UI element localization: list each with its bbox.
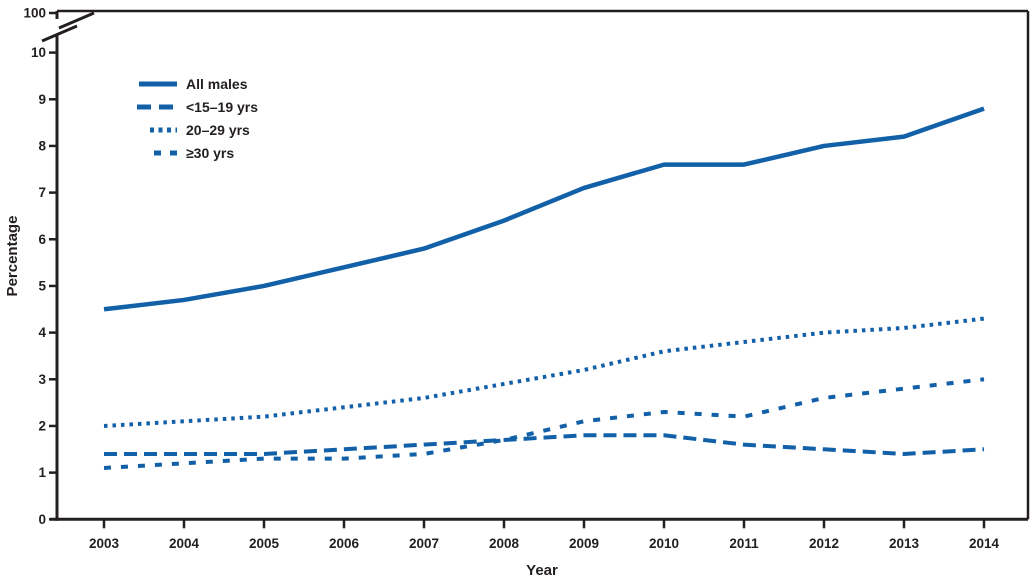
series-line-short-dash (103, 377, 985, 470)
y-tick-label: 0 (38, 512, 46, 527)
x-tick-label: 2012 (809, 536, 839, 551)
legend: All males <15–19 yrs 20–29 yrs ≥30 yrs (135, 72, 258, 164)
legend-item: ≥30 yrs (135, 141, 258, 164)
series-line-long-dash (104, 433, 985, 456)
x-tick-label: 2003 (89, 536, 120, 551)
legend-swatch-solid-line (135, 81, 177, 87)
x-tick-label: 2004 (169, 536, 200, 551)
legend-item: <15–19 yrs (135, 95, 258, 118)
y-tick-label: 2 (38, 418, 46, 433)
y-axis-title: Percentage (4, 215, 21, 297)
legend-swatch-dot-line (135, 127, 177, 133)
x-tick-label: 2006 (329, 536, 360, 551)
legend-line-icon (137, 104, 177, 109)
y-tick-label: 1 (38, 465, 46, 480)
x-tick-label: 2014 (969, 536, 1000, 551)
x-tick-label: 2011 (729, 536, 759, 551)
legend-item: All males (135, 72, 258, 95)
axis-break-slash (41, 24, 78, 43)
x-tick-label: 2008 (489, 536, 520, 551)
series-line-solid (103, 106, 985, 312)
y-tick-label: 7 (38, 185, 46, 200)
legend-line-icon (139, 81, 177, 86)
y-tick-label: 4 (38, 325, 46, 340)
x-tick-label: 2007 (409, 536, 439, 551)
axis-break-slash (58, 11, 95, 30)
y-tick-label: 6 (38, 232, 46, 247)
x-tick-label: 2013 (889, 536, 920, 551)
y-tick-label: 5 (38, 278, 46, 293)
y-tick-label: 3 (38, 372, 46, 387)
y-tick-label: 8 (38, 138, 46, 153)
y-tick-label: 9 (38, 92, 46, 107)
y-tick-label: 100 (23, 6, 46, 21)
x-tick-label: 2010 (649, 536, 679, 551)
legend-label: All males (186, 75, 248, 92)
x-axis-title: Year (526, 562, 558, 579)
legend-label: <15–19 yrs (186, 98, 259, 115)
legend-swatch-long-dash-line (135, 104, 177, 110)
legend-label: 20–29 yrs (186, 121, 250, 138)
legend-item: 20–29 yrs (135, 118, 258, 141)
legend-swatch-short-dash-line (135, 150, 177, 156)
legend-line-icon (154, 150, 177, 155)
y-tick-label: 10 (31, 45, 46, 60)
legend-line-icon (150, 127, 177, 132)
x-tick-label: 2005 (249, 536, 280, 551)
x-tick-label: 2009 (569, 536, 599, 551)
series-line-dot (103, 316, 985, 428)
legend-label: ≥30 yrs (186, 144, 235, 161)
